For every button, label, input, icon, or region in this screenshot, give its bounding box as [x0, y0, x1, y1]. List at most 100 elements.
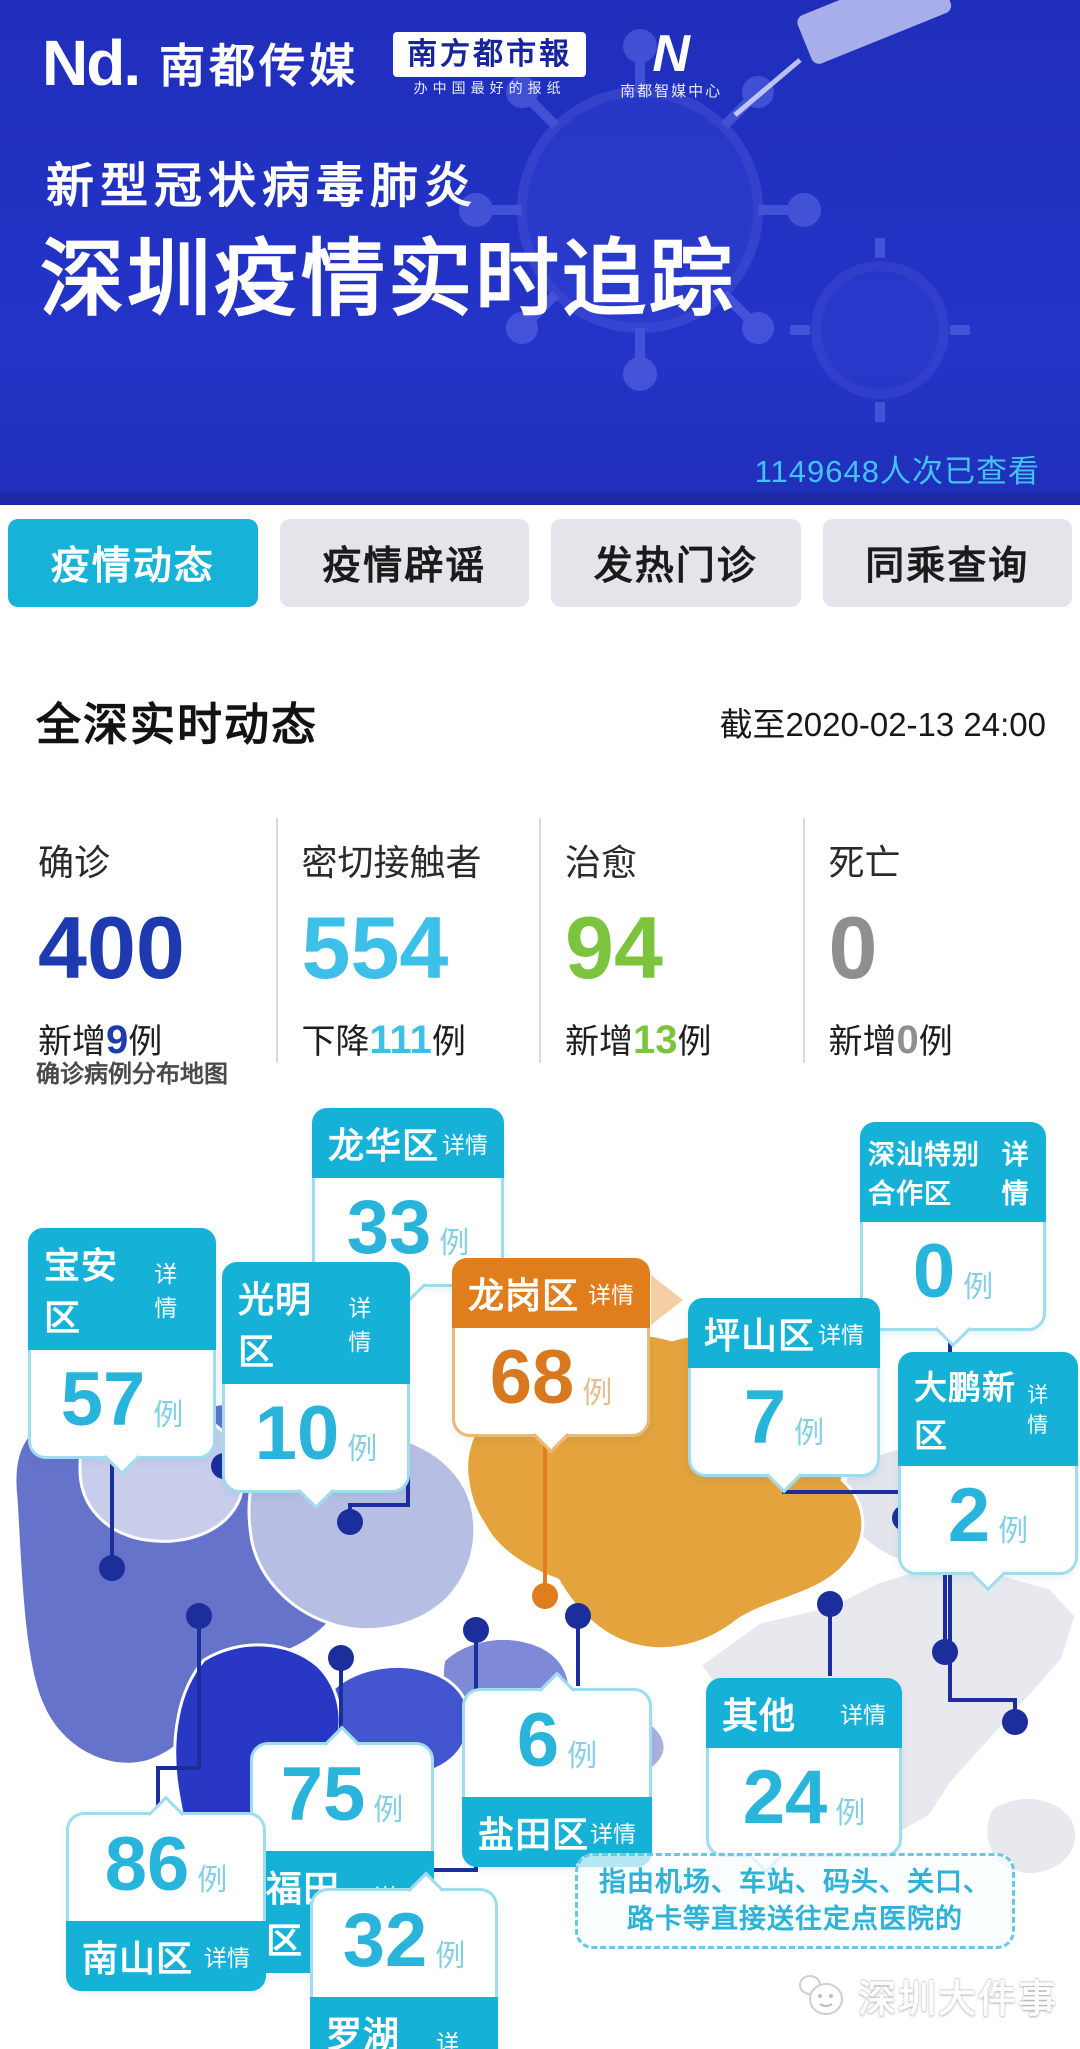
- stat-label: 确诊: [38, 842, 111, 883]
- district-count: 7: [743, 1375, 787, 1460]
- district-count: 24: [742, 1755, 828, 1840]
- detail-link[interactable]: 详情: [840, 1702, 886, 1728]
- smart-media-mark: N: [652, 24, 690, 83]
- view-counter: 1149648人次已查看: [754, 454, 1040, 489]
- stat-deaths: 死亡 0 新增0例: [802, 818, 1067, 1063]
- section-title: 全深实时动态: [36, 699, 319, 750]
- stat-label: 密切接触者: [301, 842, 482, 883]
- tab-bar: 疫情动态 疫情辟谣 发热门诊 同乘查询: [0, 519, 1080, 611]
- unit-label: 例: [435, 1940, 466, 1973]
- unit-label: 例: [197, 1864, 228, 1897]
- district-callout-other[interactable]: 其他 详情 24 例: [706, 1678, 902, 1874]
- brand-name: 南都传媒: [159, 40, 360, 92]
- district-count: 10: [254, 1391, 340, 1476]
- detail-link[interactable]: 详情: [818, 1322, 864, 1348]
- stat-delta: 新增9例: [38, 1018, 163, 1062]
- newspaper-slogan: 办中国最好的报纸: [413, 79, 566, 96]
- newspaper-logo: 南方都市報 办中国最好的报纸: [393, 29, 587, 98]
- unit-label: 例: [439, 1227, 470, 1260]
- syringe-icon: [733, 0, 952, 117]
- detail-link[interactable]: 详情: [348, 1295, 372, 1355]
- unit-label: 例: [963, 1271, 994, 1304]
- district-name: 龙华区: [328, 1125, 440, 1166]
- unit-label: 例: [567, 1740, 598, 1773]
- detail-link[interactable]: 详情: [442, 1132, 488, 1158]
- stat-value: 0: [828, 898, 878, 997]
- detail-link[interactable]: 详情: [590, 1821, 636, 1847]
- nd-logo: Nd.: [42, 27, 141, 99]
- other-cases-note: 指由机场、车站、码头、关口、路卡等直接送往定点医院的: [575, 1853, 1015, 1949]
- district-name: 龙岗区: [468, 1275, 580, 1316]
- district-callout-longgang[interactable]: 龙岗区 详情 68 例: [452, 1258, 683, 1454]
- unit-label: 例: [835, 1797, 866, 1830]
- newspaper-name: 南方都市報: [393, 31, 587, 77]
- district-count: 75: [280, 1752, 366, 1837]
- detail-link[interactable]: 详情: [1027, 1384, 1049, 1437]
- tab-fever-clinics[interactable]: 发热门诊: [551, 519, 801, 607]
- district-count: 57: [60, 1357, 146, 1442]
- detail-link[interactable]: 详情: [154, 1261, 178, 1321]
- page-title: 深圳疫情实时追踪: [40, 232, 737, 326]
- stat-close-contacts: 密切接触者 554 下降111例: [275, 818, 540, 1063]
- longgang-arrow-icon: [651, 1275, 683, 1325]
- district-callout-baoan[interactable]: 宝安区 详情 57 例: [28, 1228, 216, 1476]
- detail-link[interactable]: 详情: [204, 1945, 250, 1971]
- district-callout-guangming[interactable]: 光明区 详情 10 例: [222, 1262, 410, 1510]
- district-name: 盐田区: [478, 1814, 590, 1855]
- map-caption: 确诊病例分布地图: [36, 1061, 228, 1088]
- detail-link[interactable]: 详情: [588, 1282, 634, 1308]
- district-callout-nanshan[interactable]: 86 例 南山区 详情: [66, 1795, 266, 1991]
- unit-label: 例: [373, 1794, 404, 1827]
- tab-rumor-debunking[interactable]: 疫情辟谣: [279, 519, 529, 607]
- stat-label: 死亡: [828, 842, 901, 883]
- page-subtitle: 新型冠状病毒肺炎: [46, 160, 479, 213]
- district-name: 深汕特别合作区: [868, 1140, 980, 1209]
- stat-cured: 治愈 94 新增13例: [539, 818, 803, 1063]
- unit-label: 例: [998, 1515, 1029, 1548]
- unit-label: 例: [347, 1433, 378, 1466]
- stat-value: 94: [565, 898, 663, 997]
- smart-media-name: 南都智媒中心: [620, 82, 723, 100]
- detail-link[interactable]: 详情: [436, 2030, 460, 2049]
- unit-label: 例: [153, 1399, 184, 1432]
- district-count: 68: [489, 1335, 575, 1420]
- section-as-of-date: 截至2020-02-13 24:00: [719, 706, 1046, 743]
- brand-row: Nd. 南都传媒 南方都市報 办中国最好的报纸 N 南都智媒中心: [42, 26, 722, 100]
- district-name: 宝安区: [44, 1245, 119, 1338]
- map-region-shenshan: [984, 1795, 1079, 1876]
- stat-delta: 新增0例: [828, 1018, 953, 1062]
- chat-face-icon: [798, 1974, 843, 2015]
- tab-epidemic-updates[interactable]: 疫情动态: [8, 519, 258, 607]
- stat-confirmed: 确诊 400 新增9例: [14, 818, 276, 1063]
- district-count: 32: [342, 1898, 428, 1983]
- district-count: 0: [912, 1229, 956, 1314]
- watermark: 深圳大件事: [796, 1968, 1058, 2023]
- district-name: 罗湖区: [326, 2014, 401, 2049]
- district-name: 光明区: [238, 1279, 313, 1372]
- district-name: 大鹏新区: [914, 1369, 1016, 1454]
- district-name: 南山区: [82, 1938, 194, 1979]
- detail-link[interactable]: 详情: [1001, 1140, 1029, 1209]
- tab-co-travel-search[interactable]: 同乘查询: [822, 519, 1072, 607]
- smart-media-logo: N 南都智媒中心: [620, 28, 722, 99]
- stat-value: 554: [301, 898, 449, 997]
- unit-label: 例: [582, 1377, 613, 1410]
- district-count: 33: [346, 1185, 432, 1270]
- district-name: 其他: [722, 1695, 797, 1736]
- unit-label: 例: [794, 1417, 825, 1450]
- district-count: 86: [104, 1822, 190, 1907]
- stat-value: 400: [38, 898, 185, 997]
- district-count: 6: [516, 1698, 560, 1783]
- district-name: 坪山区: [704, 1315, 816, 1356]
- stats-row: 确诊 400 新增9例 密切接触者 554 下降111例 治愈 94 新增13例…: [0, 818, 1080, 1063]
- stat-label: 治愈: [565, 842, 638, 883]
- watermark-text: 深圳大件事: [857, 1979, 1058, 2021]
- stat-delta: 下降111例: [301, 1018, 466, 1062]
- district-callout-luohu[interactable]: 32例 罗湖区 详情: [310, 1871, 498, 2049]
- district-callout-longhua[interactable]: 龙华区 详情 33 例: [312, 1108, 504, 1304]
